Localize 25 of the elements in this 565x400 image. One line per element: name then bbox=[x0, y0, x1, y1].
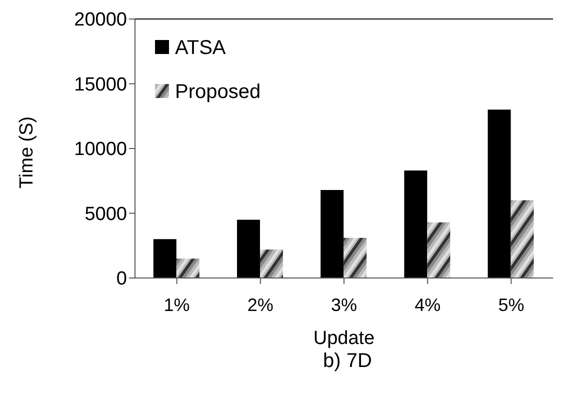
bar bbox=[176, 258, 200, 278]
bar bbox=[404, 170, 428, 278]
x-tick-label: 1% bbox=[164, 294, 190, 315]
y-tick-label: 5000 bbox=[84, 204, 127, 225]
x-axis-title: Update bbox=[313, 328, 375, 349]
y-tick-label: 15000 bbox=[74, 74, 127, 96]
bar bbox=[344, 238, 367, 278]
bar bbox=[510, 200, 534, 278]
legend-label: Proposed bbox=[175, 81, 261, 103]
y-tick-label: 10000 bbox=[74, 139, 127, 160]
x-tick-label: 3% bbox=[330, 294, 358, 315]
bar bbox=[427, 222, 450, 278]
x-tick-label: 5% bbox=[498, 294, 524, 315]
text: b) 7D bbox=[322, 350, 373, 373]
x-tick-label: 4% bbox=[414, 294, 441, 315]
y-tick-label: 20000 bbox=[74, 10, 127, 31]
y-axis-title: Time (S) bbox=[16, 116, 38, 188]
bar bbox=[320, 190, 344, 278]
bar bbox=[260, 250, 283, 278]
bar bbox=[236, 220, 260, 278]
bar bbox=[153, 239, 176, 278]
y-tick-label: 0 bbox=[116, 268, 127, 290]
bar bbox=[488, 110, 511, 278]
legend-label: ATSA bbox=[175, 37, 226, 59]
x-tick-label: 2% bbox=[247, 294, 274, 315]
